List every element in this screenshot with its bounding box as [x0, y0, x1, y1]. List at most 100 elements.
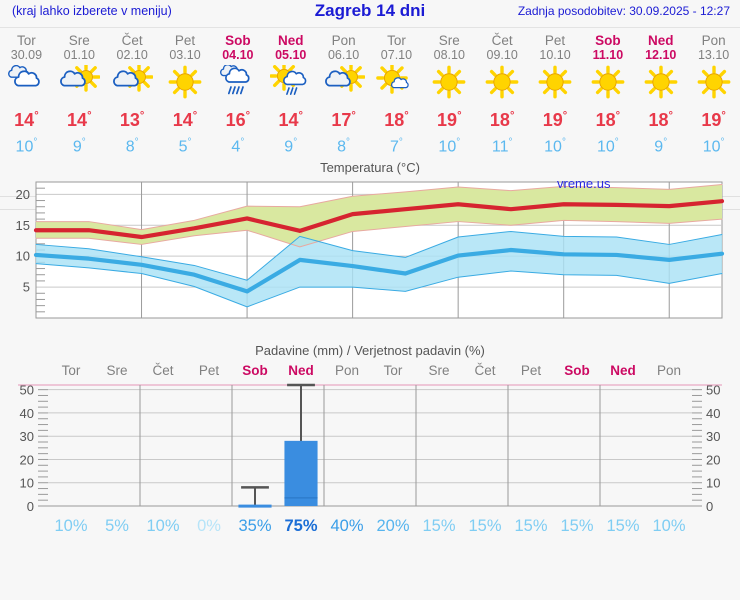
day-date: 02.10 [116, 48, 148, 62]
day-name: Pet [174, 33, 196, 48]
precipitation-day-label: Pet [199, 363, 220, 378]
sun-behind-cloud-icon [57, 65, 101, 101]
day-date: 12.10 [645, 48, 677, 62]
cloudy-icon [4, 65, 48, 101]
precipitation-day-label: Sre [428, 363, 449, 378]
max-temp-upper-bound-line [35, 183, 723, 231]
min-temperature: 8° [125, 137, 139, 156]
min-temperature: 10° [544, 137, 566, 156]
precipitation-probability-label: 0% [197, 517, 221, 535]
precipitation-chart-svg: Padavine (mm) / Verjetnost padavin (%) To… [18, 343, 722, 535]
day-date: 13.10 [697, 48, 730, 62]
watermark-text: vreme.us [557, 176, 611, 191]
precipitation-probability-label: 35% [238, 517, 271, 535]
min-temperature: 9° [72, 137, 86, 156]
max-temperature: 19° [701, 110, 726, 130]
max-temperature: 18° [489, 110, 515, 130]
precipitation-probability-label: 10% [652, 517, 685, 535]
temperature-y-tick-label: 20 [16, 187, 30, 202]
day-column-12: Sob 11.10 18° 10° [581, 28, 634, 158]
precipitation-y-tick-label-left: 50 [20, 383, 34, 398]
precipitation-y-tick-label-right: 0 [706, 499, 713, 514]
temperature-chart-svg: Temperatura (°C) 5 10 15 20 vreme.us [16, 160, 725, 319]
min-temperature: 5° [178, 137, 192, 156]
last-update-text: Zadnja posodobitev: 30.09.2025 - 12:27 [517, 4, 730, 18]
precipitation-probability-label: 10% [146, 517, 179, 535]
precipitation-y-tick-label-right: 20 [706, 452, 720, 467]
precipitation-y-tick-label-right: 50 [706, 383, 720, 398]
min-temperature-line [33, 247, 725, 294]
min-temperature: 4° [231, 137, 245, 156]
day-column-9: Sre 08.10 19° 10° [423, 28, 476, 158]
sun-icon [533, 65, 577, 101]
daily-forecast-strip: Tor 30.09 14° 10° Sre 01.10 14° 9° Čet 02.10 13… [0, 28, 740, 158]
max-temperature-line [33, 199, 725, 240]
max-temperature: 18° [648, 110, 673, 130]
day-date: 07.10 [380, 48, 413, 62]
precipitation-bar [238, 504, 272, 508]
precipitation-day-label: Čet [152, 363, 173, 378]
temperature-y-tick-label: 15 [16, 218, 30, 233]
max-temperature: 14° [67, 110, 92, 130]
header-divider [0, 27, 740, 28]
min-temperature: 11° [491, 137, 513, 156]
precipitation-day-label: Čet [474, 363, 495, 378]
day-column-3: Čet 02.10 13° 8° [106, 28, 159, 158]
precipitation-day-label: Tor [62, 363, 81, 378]
sun-behind-cloud-icon [322, 65, 366, 101]
precipitation-probability-label: 40% [330, 517, 363, 535]
min-temp-lower-bound-line [35, 263, 723, 308]
precipitation-day-label: Tor [384, 363, 403, 378]
sun-icon [427, 65, 471, 101]
day-column-6: Ned 05.10 14° 9° [264, 28, 317, 158]
precipitation-chart-title: Padavine (mm) / Verjetnost padavin (%) [255, 343, 485, 358]
precipitation-y-tick-label-left: 0 [27, 499, 34, 514]
day-name: Pon [331, 33, 356, 48]
min-temperature: 10° [15, 137, 38, 156]
day-column-2: Sre 01.10 14° 9° [53, 28, 106, 158]
day-column-4: Pet 03.10 14° 5° [159, 28, 212, 158]
day-date: 06.10 [327, 48, 360, 62]
sun-small-cloud-icon [374, 65, 418, 101]
sun-icon [163, 65, 207, 101]
day-column-7: Pon 06.10 17° 8° [317, 28, 370, 158]
max-temperature: 14° [14, 110, 39, 130]
precipitation-probability-label: 15% [514, 517, 547, 535]
day-date: 30.09 [10, 48, 43, 62]
sun-icon [586, 65, 630, 101]
day-column-1: Tor 30.09 14° 10° [0, 28, 53, 158]
precipitation-probability-label: 15% [606, 517, 639, 535]
precipitation-day-label: Pon [657, 363, 681, 378]
precipitation-y-tick-label-left: 40 [20, 406, 34, 421]
max-temperature: 17° [331, 110, 356, 130]
day-column-14: Pon 13.10 19° 10° [687, 28, 740, 158]
day-name: Čet [121, 33, 143, 48]
precipitation-day-label: Pet [521, 363, 542, 378]
day-date: 04.10 [222, 48, 254, 62]
min-temp-upper-bound-line [35, 230, 723, 281]
precipitation-probability-label: 20% [376, 517, 409, 535]
day-date: 01.10 [63, 48, 95, 62]
sun-behind-cloud-icon [110, 65, 154, 101]
max-temperature: 19° [542, 110, 568, 130]
day-name: Sre [68, 33, 90, 48]
precipitation-y-tick-label-left: 30 [20, 429, 34, 444]
precipitation-y-tick-label-right: 30 [706, 429, 720, 444]
precipitation-probability-label: 10% [54, 517, 87, 535]
temperature-y-tick-label: 5 [23, 280, 30, 295]
day-name: Ned [647, 33, 674, 48]
day-name: Tor [387, 33, 406, 48]
precipitation-bar [284, 440, 318, 506]
precipitation-plot-area [48, 385, 692, 506]
page-title: Zagreb 14 dni [314, 1, 426, 20]
precipitation-probability-label: 5% [105, 517, 129, 535]
precipitation-day-label: Sob [564, 363, 590, 378]
temperature-chart: Temperatura (°C) 5 10 15 20 vreme.us [0, 158, 740, 343]
day-column-8: Tor 07.10 18° 7° [370, 28, 423, 158]
menu-hint-text: (kraj lahko izberete v meniju) [12, 4, 172, 18]
precipitation-probability-label: 15% [422, 517, 455, 535]
precipitation-y-tick-label-left: 10 [20, 476, 34, 491]
max-temp-uncertainty-band [36, 184, 722, 247]
precipitation-day-label: Ned [288, 363, 314, 378]
min-temperature: 10° [438, 137, 461, 156]
